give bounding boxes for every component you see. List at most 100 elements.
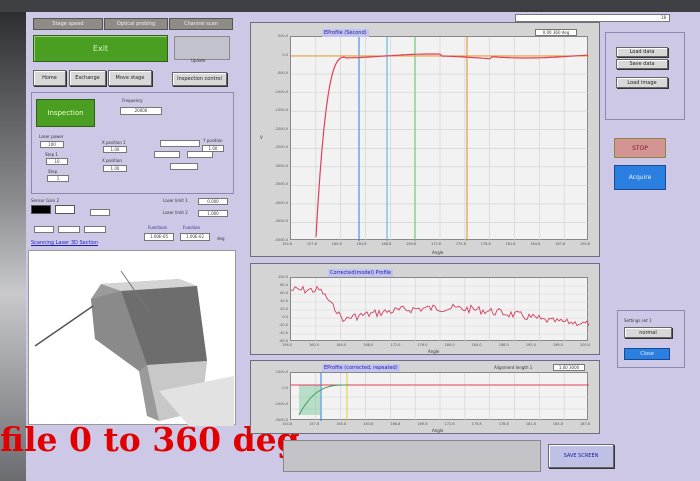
plot1-xtick: 181.8 [505,242,516,246]
home-button[interactable]: Home [33,70,66,86]
plot2-ytick: 40.0 [280,299,288,303]
function-label: Function [183,225,201,230]
plot2-ytick: 20.0 [280,307,288,311]
step1-field[interactable]: 10 [46,158,68,165]
sensor-gain-label: Sensor Gain 2 [31,198,59,203]
tab-optical-probing[interactable]: Optical probing [104,18,168,30]
tab-channel-scan[interactable]: Channel scan [169,18,233,30]
laser-power-field[interactable]: 100 [40,141,64,148]
plot1-xtick: 190.8 [580,242,591,246]
laser-limit1-field[interactable]: 0.000 [198,198,228,205]
frequency-select[interactable]: 20000 [120,107,162,115]
xpos1-field[interactable]: 1.00 [103,146,127,153]
plot1-ytick: -3000.0 [274,163,288,168]
plot1-ytick: -1000.0 [274,89,288,94]
plot1-ytick: -500.0 [276,71,288,76]
plot1-title: EProfile (Second) [322,29,369,37]
plot2-ytick: 0.0 [282,315,288,319]
pos-field-c[interactable] [187,151,213,158]
plot2-area [290,277,590,342]
plot3-title: EProfile (corrected, repeated) [322,364,400,372]
pos-field-d[interactable] [170,163,198,170]
plot2-xtick: 184.0 [471,343,482,347]
plot3-xtick: 154.8 [282,422,293,426]
plot2-xtick: 196.0 [552,343,563,347]
plot2-xtick: 156.0 [282,343,293,347]
plot1-ytick: -4500.0 [274,219,288,224]
plot1-ylabel: V [260,135,263,140]
sensor-field-b[interactable] [34,226,54,233]
function-field-1[interactable]: 1.00E-05 [144,233,174,241]
plot3-band [299,385,321,415]
load-image-button[interactable]: Load image [616,77,668,88]
plot1-range-select[interactable]: 0.00 360 deg [535,29,577,36]
plot2-profile-line [290,285,590,327]
save-data-button[interactable]: Save data [616,59,668,69]
plot3-ytick: -2000.0 [274,418,288,422]
xpos-field[interactable]: 1.00 [103,165,127,172]
exchange-button[interactable]: Exchange [69,70,106,86]
sensor-field-a[interactable] [90,209,110,216]
plot2-xtick: 172.0 [390,343,401,347]
plot3-profile-line [298,384,347,416]
message-field [283,440,541,472]
plot3-xtick: 187.8 [580,422,591,426]
sensor-field-d[interactable] [84,226,106,233]
plot2-xlabel: Angle [428,349,440,354]
plot3-xtick: 184.8 [552,422,563,426]
plot2-ytick: 100.0 [277,275,288,279]
plot2-xtick: 192.0 [525,343,536,347]
plot2-xtick: 180.0 [444,343,455,347]
plot1-area [290,36,589,241]
plot1-xlabel: Angle [432,250,444,255]
plot3-xtick: 166.8 [390,422,401,426]
plot3-xlabel: Angle [432,428,444,433]
plot1-xtick: 160.8 [331,242,342,246]
inspection-control-button[interactable]: Inspection control [172,72,227,86]
pos-field-b[interactable] [154,151,180,158]
acquire-button[interactable]: Acquire [614,165,666,190]
sensor-swatch-black [31,205,51,214]
plot1-xtick: 169.8 [406,242,417,246]
data-group [605,32,685,120]
plot1-ytick: -2000.0 [274,126,288,131]
frequency-label: Frequency [122,98,143,103]
plot3-ytick: -1000.0 [274,402,288,406]
inspection-group [31,92,234,194]
plot1-ytick: -1500.0 [274,108,288,113]
plot2-xtick: 164.0 [336,343,347,347]
step-field[interactable]: 1 [47,175,69,182]
close-button[interactable]: Close [624,348,670,360]
alignment-label: Alignment length 1 [494,365,533,370]
plot1-ytick: -2500.0 [274,145,288,150]
plot1-ytick: -3500.0 [274,182,288,187]
load-data-button[interactable]: Load data [616,47,668,57]
pos-field-a[interactable] [160,140,200,147]
normal-button[interactable]: normal [624,327,672,338]
plot3-xtick: 181.8 [525,422,536,426]
deg-label: deg [217,236,225,241]
ypos-field[interactable]: 1.00 [202,145,224,152]
stop-button[interactable]: STOP [614,138,666,158]
top-dark-strip [0,0,700,12]
plot3-xtick: 157.8 [309,422,320,426]
tab-stage-speed[interactable]: Stage speed [33,18,103,30]
sensor-swatch-white [55,205,75,214]
plot1-ytick: 500.0 [277,34,288,38]
alignment-field[interactable]: 1.00 3000 [553,364,585,371]
function-field-2[interactable]: 1.00E-02 [180,233,210,241]
scan-name-field[interactable]: 18 [515,14,670,22]
exit-button[interactable]: Exit [33,35,168,62]
plot3-xtick: 163.8 [363,422,374,426]
plot3-xtick: 160.8 [336,422,347,426]
sensor-field-c[interactable] [58,226,80,233]
plot2-ytick: -40.0 [278,331,288,335]
caption-text: file 0 to 360 deg [0,420,300,459]
save-screen-button[interactable]: SAVE SCREEN [548,444,614,468]
inspection-button[interactable]: Inspection [36,99,95,127]
move-stage-button[interactable]: Move stage [108,70,152,86]
laser-limit2-field[interactable]: 1.000 [198,210,228,217]
plot1-xtick: 184.8 [530,242,541,246]
plot3-xtick: 178.8 [498,422,509,426]
step-label: Step [48,169,58,174]
